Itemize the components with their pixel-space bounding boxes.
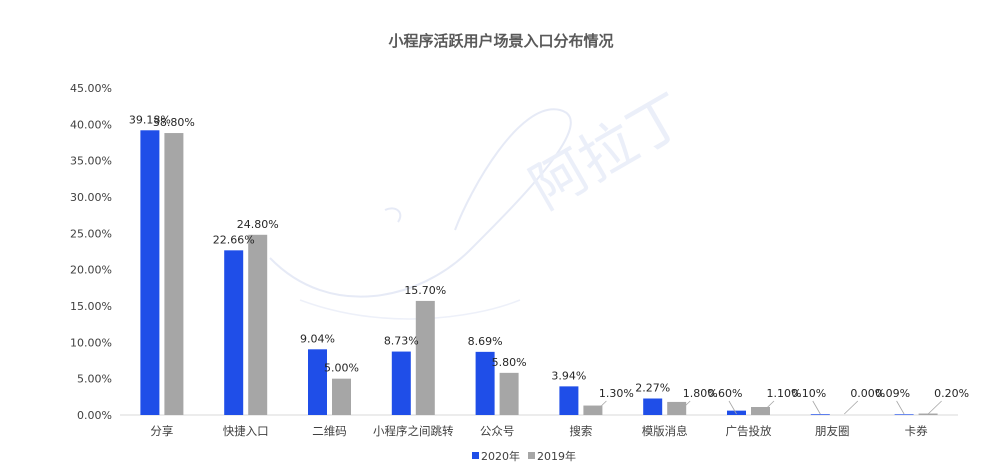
bar-series1: [559, 386, 579, 415]
data-label: 0.20%: [934, 387, 969, 400]
bar-series1: [308, 349, 327, 415]
data-label-leader-line: [728, 400, 737, 415]
y-tick-label: 20.00%: [70, 264, 112, 277]
bar-series1: [643, 398, 663, 415]
data-label: 24.80%: [237, 218, 279, 231]
data-label-leader-line: [844, 400, 859, 415]
category-label: 朋友圈: [815, 424, 850, 438]
category-label: 公众号: [480, 424, 515, 438]
data-label: 0.09%: [875, 387, 910, 400]
data-label: 39.18%: [129, 113, 171, 126]
bar-series2: [332, 378, 351, 415]
legend-swatch: [528, 452, 535, 459]
bar-series2: [751, 407, 770, 415]
data-label: 22.66%: [213, 233, 255, 246]
watermark-logo: 阿拉丁: [269, 82, 698, 320]
category-label: 搜索: [569, 424, 592, 438]
data-label: 8.69%: [468, 335, 503, 348]
y-tick-label: 45.00%: [70, 82, 112, 95]
data-label: 15.70%: [404, 284, 446, 297]
data-label: 0.10%: [791, 387, 826, 400]
bar-series2: [667, 401, 687, 415]
legend-swatch: [472, 452, 479, 459]
category-label: 二维码: [312, 424, 347, 438]
data-label: 0.00%: [850, 387, 885, 400]
data-label: 3.94%: [551, 369, 586, 382]
y-tick-label: 10.00%: [70, 336, 112, 349]
y-tick-label: 0.00%: [77, 409, 112, 422]
data-label-leader-line: [592, 400, 607, 415]
data-label: 1.10%: [767, 387, 802, 400]
chart-title: 小程序活跃用户场景入口分布情况: [388, 32, 613, 50]
category-label: 快捷入口: [223, 424, 269, 438]
category-label: 分享: [150, 424, 173, 438]
y-tick-label: 15.00%: [70, 300, 112, 313]
data-label-leader-line: [676, 400, 691, 415]
data-label: 0.60%: [708, 387, 743, 400]
legend: 2020年 2019年: [472, 449, 576, 463]
data-label: 5.00%: [324, 362, 359, 375]
data-label-leader-line: [896, 400, 905, 415]
bar-series1: [894, 414, 914, 415]
legend-label: 2019年: [537, 449, 576, 463]
x-axis-category-labels: 分享 快捷入口 二维码 小程序之间跳转 公众号 搜索 模版消息 广告投放 朋友圈 卡券: [150, 424, 928, 438]
data-label: 1.30%: [599, 387, 634, 400]
y-tick-label: 40.00%: [70, 118, 112, 131]
data-label-leader-line: [760, 400, 775, 415]
data-label: 9.04%: [300, 332, 335, 345]
category-label: 小程序之间跳转: [373, 424, 454, 438]
data-label: 1.80%: [683, 387, 718, 400]
data-label: 8.73%: [384, 335, 419, 348]
bar-series1: [810, 414, 830, 415]
bar-series2: [248, 234, 268, 415]
data-label-leader-line: [927, 400, 942, 415]
category-label: 卡券: [905, 424, 928, 438]
bar-series2: [415, 300, 435, 415]
bar-series2: [164, 133, 184, 415]
category-label: 广告投放: [726, 424, 772, 438]
data-label: 38.80%: [153, 116, 195, 129]
bar-series1: [224, 250, 244, 415]
bar-series2: [499, 372, 519, 415]
bar-series2: [583, 405, 603, 415]
bar-series1: [475, 351, 495, 415]
legend-label: 2020年: [481, 449, 520, 463]
y-tick-label: 25.00%: [70, 227, 112, 240]
watermark-text: 阿拉丁: [520, 82, 698, 222]
data-label-leader-line: [812, 400, 821, 415]
data-label: 5.80%: [492, 356, 527, 369]
bar-series1: [391, 351, 411, 415]
y-tick-label: 35.00%: [70, 155, 112, 168]
y-tick-label: 30.00%: [70, 191, 112, 204]
data-label: 2.27%: [635, 382, 670, 395]
bars-group: [140, 130, 938, 416]
bar-series1: [140, 130, 160, 416]
data-labels-group: 39.18%38.80% 22.66% 24.80% 9.04% 5.00% 8.73% 1…: [129, 113, 969, 415]
bar-series2: [918, 413, 938, 415]
category-label: 模版消息: [642, 424, 688, 438]
y-tick-label: 5.00%: [77, 373, 112, 386]
y-axis-tick-labels: 0.00% 5.00% 10.00% 15.00% 20.00% 25.00% 30.00%…: [70, 82, 112, 422]
bar-series1: [727, 410, 746, 415]
